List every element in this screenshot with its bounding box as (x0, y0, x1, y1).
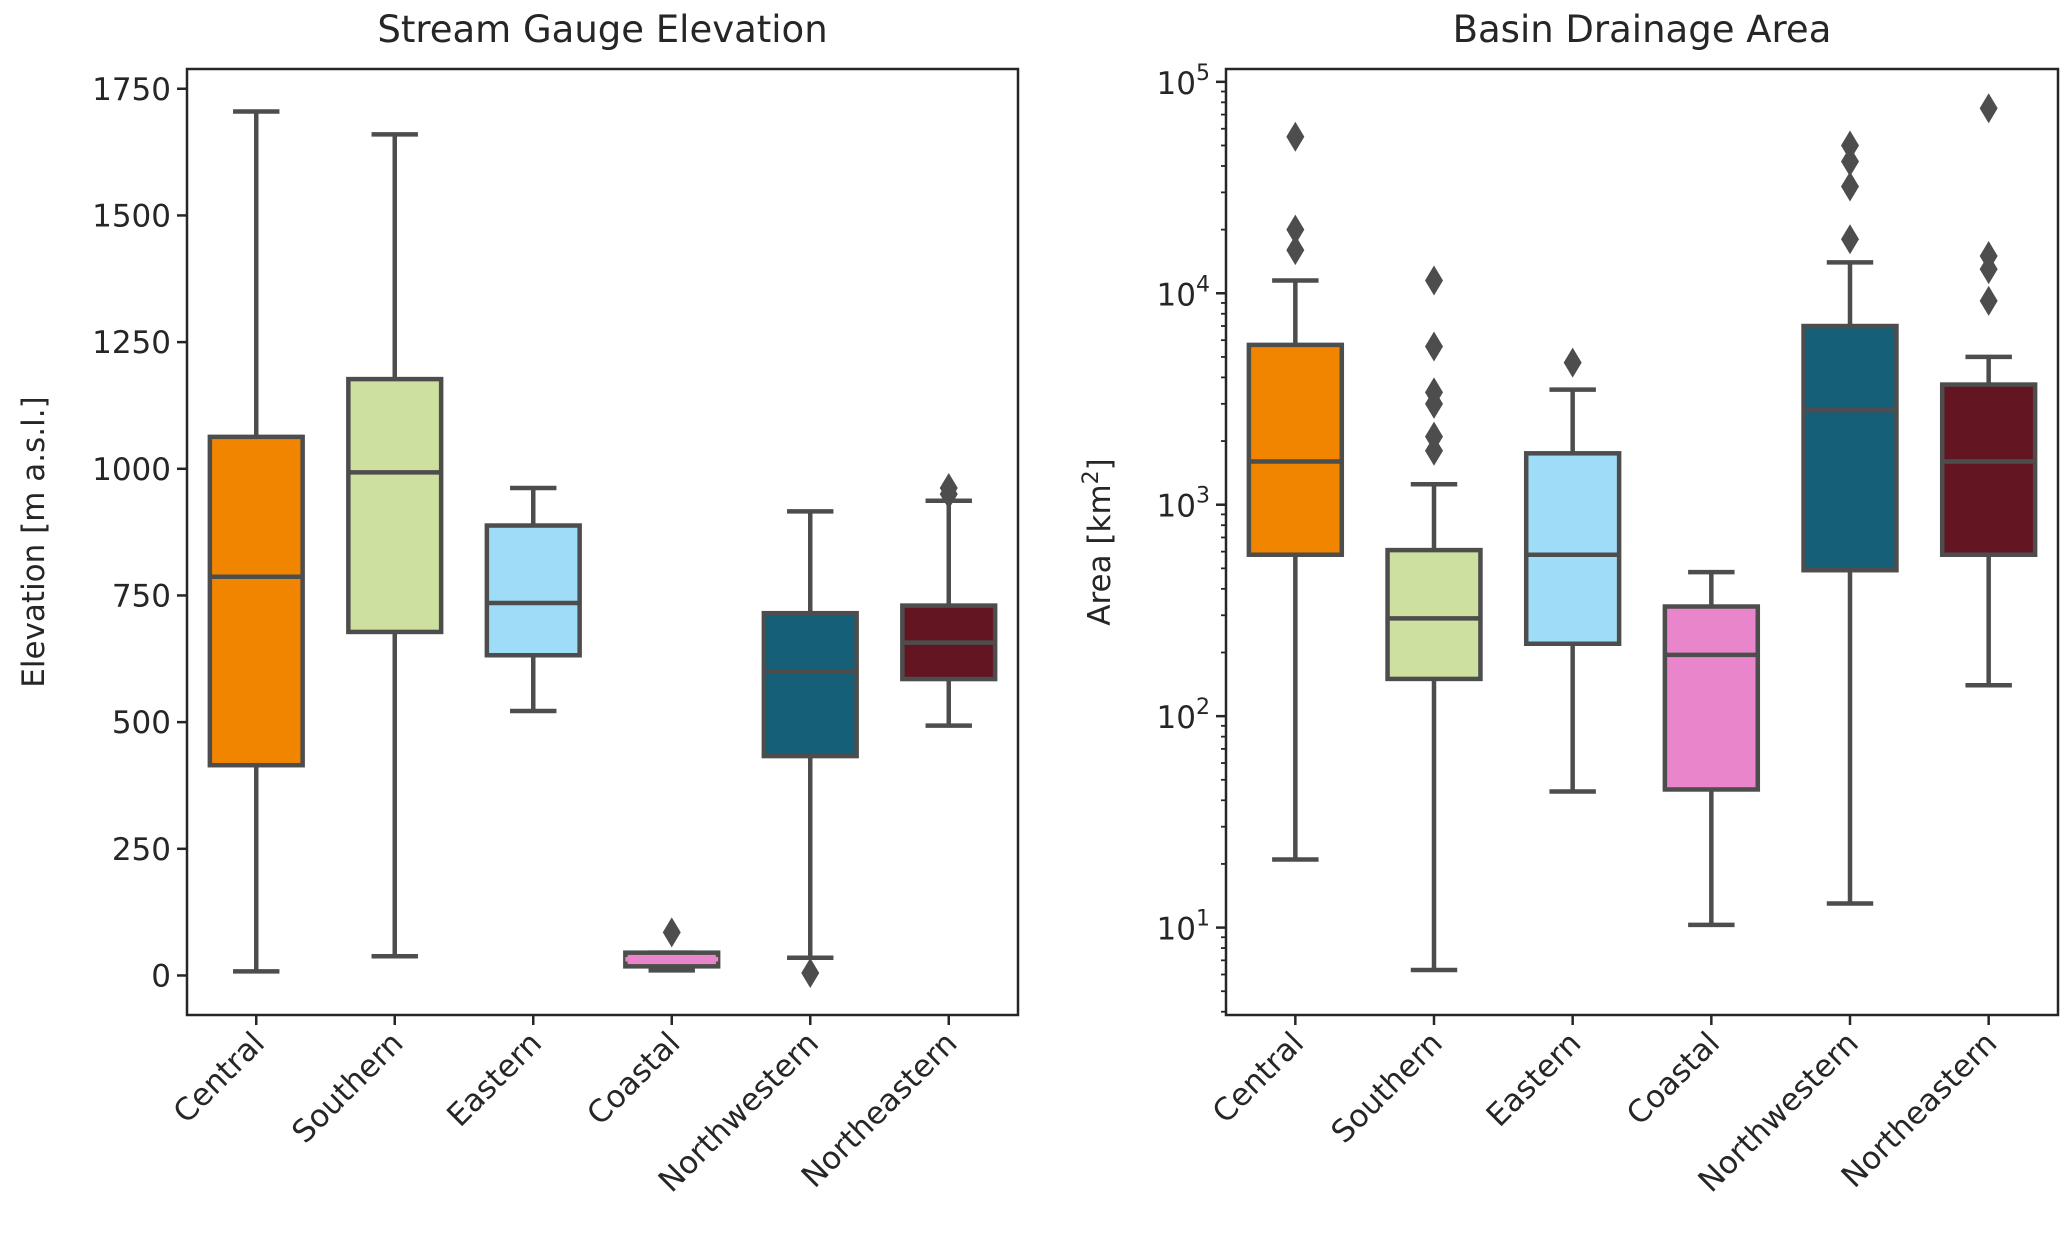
outlier-point (1425, 377, 1443, 408)
axes-frame (185, 67, 1020, 1017)
x-tick-label: Southern (285, 1025, 410, 1150)
y-axis-label: Area [km2] (1079, 458, 1118, 626)
box-iqr (1385, 547, 1483, 682)
x-tick-label: Central (167, 1025, 272, 1130)
subplot-1: Central Southern Eastern CoastalNorthwester… (16, 8, 1020, 1199)
y-axis-label: Elevation [m a.s.l.] (16, 396, 52, 687)
outlier-point (662, 917, 681, 948)
x-tick-label: Coastal (580, 1025, 687, 1132)
box-eastern (1523, 347, 1622, 794)
y-tick-label: 1750 (92, 72, 171, 108)
outlier-point (1425, 265, 1443, 296)
y-tick-label: 101 (1157, 907, 1210, 948)
outlier-point (1841, 224, 1859, 255)
box-coastal (623, 917, 721, 973)
box-southern (346, 132, 444, 959)
y-tick-label: 1500 (92, 198, 171, 234)
box-eastern (484, 485, 582, 714)
x-tick-label: Central (1206, 1025, 1311, 1130)
outlier-point (1563, 347, 1582, 378)
box-central (207, 109, 305, 974)
x-tick-label: Coastal (1620, 1025, 1727, 1132)
box-iqr (761, 610, 859, 759)
y-tick-label: 102 (1157, 695, 1210, 736)
outlier-point (1286, 235, 1305, 266)
box-iqr (1801, 323, 1899, 573)
box-iqr (484, 523, 582, 658)
y-tick-label: 103 (1157, 484, 1210, 525)
outlier-point (1286, 214, 1305, 245)
subplot-2: Central Southern Eastern CoastalNorthwester… (1079, 8, 2060, 1199)
outlier-point (1841, 146, 1859, 177)
box-central (1246, 121, 1345, 862)
outlier-point (1979, 93, 1998, 124)
outlier-point (939, 473, 958, 504)
axes-frame (1224, 67, 2060, 1017)
y-tick-label: 0 (151, 958, 171, 994)
outlier-point (1841, 171, 1859, 202)
outlier-point (1286, 121, 1305, 152)
box-iqr (1246, 342, 1345, 557)
y-tick-label: 1000 (92, 452, 171, 488)
outlier-point (801, 957, 820, 988)
outlier-point (1841, 130, 1859, 161)
chart-title: Basin Drainage Area (1453, 8, 1832, 51)
box-iqr (1523, 451, 1622, 646)
box-iqr (207, 434, 305, 768)
box-coastal (1662, 569, 1761, 928)
chart-title: Stream Gauge Elevation (377, 8, 827, 51)
box-iqr (1939, 382, 2038, 557)
box-iqr (1662, 604, 1761, 792)
box-northeastern (900, 473, 998, 728)
box-northeastern (1939, 93, 2038, 688)
outlier-point (1425, 331, 1443, 362)
outlier-point (1425, 421, 1443, 452)
outlier-point (1979, 285, 1998, 316)
y-tick-label: 750 (112, 578, 171, 614)
x-tick-label: Eastern (1480, 1025, 1589, 1134)
y-tick-label: 105 (1157, 61, 1210, 102)
y-tick-label: 250 (112, 832, 171, 868)
x-tick-label: Southern (1324, 1025, 1449, 1150)
box-southern (1385, 265, 1483, 973)
box-iqr (346, 376, 444, 635)
box-northwestern (1801, 130, 1899, 906)
outlier-point (1979, 241, 1998, 272)
x-tick-label: Eastern (440, 1025, 549, 1134)
y-tick-label: 104 (1157, 272, 1210, 313)
y-tick-label: 500 (112, 705, 171, 741)
box-northwestern (761, 509, 859, 988)
y-tick-label: 1250 (92, 325, 171, 361)
